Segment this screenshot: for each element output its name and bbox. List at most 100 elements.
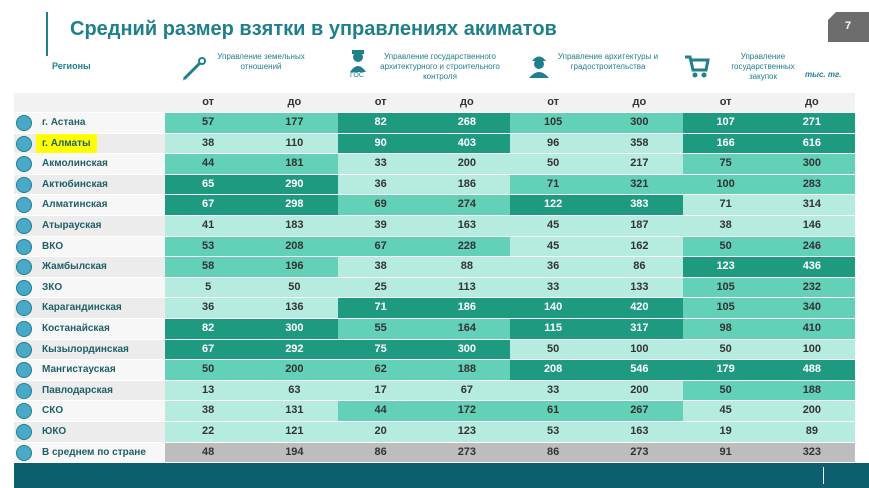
value-cell: 123 bbox=[423, 422, 510, 442]
value-cell: 58 bbox=[165, 257, 252, 277]
value-cell: 75 bbox=[337, 339, 424, 360]
value-cell: 86 bbox=[337, 442, 424, 463]
value-cell: 38 bbox=[337, 257, 424, 277]
region-name: ЮКО bbox=[42, 426, 67, 437]
emblem bbox=[16, 403, 32, 420]
value-cell: 268 bbox=[423, 113, 510, 133]
row-name-bg bbox=[14, 277, 165, 298]
value-cell: 100 bbox=[596, 339, 683, 360]
value-cell: 36 bbox=[165, 298, 252, 318]
value-cell: 166 bbox=[682, 133, 769, 154]
emblem bbox=[16, 176, 32, 193]
value-cell: 163 bbox=[596, 422, 683, 442]
value-cell: 38 bbox=[165, 133, 252, 154]
value-cell: 121 bbox=[251, 422, 338, 442]
value-cell: 340 bbox=[768, 298, 855, 318]
value-cell: 38 bbox=[682, 216, 769, 236]
value-cell: 146 bbox=[768, 216, 855, 236]
value-cell: 200 bbox=[596, 380, 683, 401]
value-cell: 187 bbox=[596, 216, 683, 236]
value-cell: 75 bbox=[682, 154, 769, 174]
value-cell: 44 bbox=[337, 401, 424, 421]
value-cell: 36 bbox=[510, 257, 597, 277]
title: Средний размер взятки в управлениях аким… bbox=[70, 18, 557, 40]
value-cell: 283 bbox=[768, 174, 855, 195]
emblem bbox=[16, 321, 32, 337]
value-cell: 45 bbox=[682, 401, 769, 421]
emblem bbox=[16, 238, 32, 255]
value-cell: 61 bbox=[510, 401, 597, 421]
value-cell: 208 bbox=[251, 236, 338, 257]
row-name-bg bbox=[14, 236, 165, 257]
value-cell: 22 bbox=[165, 422, 252, 442]
row-name-bg bbox=[14, 216, 165, 236]
value-cell: 183 bbox=[251, 216, 338, 236]
value-cell: 105 bbox=[682, 298, 769, 318]
value-cell: 100 bbox=[682, 174, 769, 195]
value-cell: 200 bbox=[423, 154, 510, 174]
value-cell: 62 bbox=[337, 360, 424, 380]
value-cell: 131 bbox=[251, 401, 338, 421]
region-name: Мангистауская bbox=[42, 364, 116, 376]
value-cell: 246 bbox=[768, 236, 855, 257]
emblem bbox=[16, 259, 32, 276]
value-cell: 292 bbox=[251, 339, 338, 360]
value-cell: 63 bbox=[251, 380, 338, 401]
officer-icon bbox=[350, 50, 366, 72]
group-label: Управление государственного архитектурно… bbox=[380, 52, 500, 81]
value-cell: 122 bbox=[510, 195, 597, 215]
value-cell: 67 bbox=[423, 380, 510, 401]
region-name: Атырауская bbox=[42, 220, 102, 231]
value-cell: 546 bbox=[596, 360, 683, 380]
header-row-bg bbox=[14, 93, 855, 112]
row-name-bg bbox=[14, 380, 165, 401]
value-cell: 200 bbox=[768, 401, 855, 421]
value-cell: 41 bbox=[165, 216, 252, 236]
value-cell: 162 bbox=[596, 236, 683, 257]
region-name: В среднем по стране bbox=[42, 446, 146, 458]
value-cell: 436 bbox=[768, 257, 855, 277]
row-name-bg bbox=[14, 401, 165, 421]
row-name-bg bbox=[14, 319, 165, 339]
value-cell: 71 bbox=[510, 174, 597, 195]
region-name: Жамбылская bbox=[42, 261, 107, 273]
value-cell: 45 bbox=[510, 216, 597, 236]
region-name: Актюбинская bbox=[42, 178, 108, 190]
value-cell: 317 bbox=[596, 319, 683, 339]
value-cell: 13 bbox=[165, 380, 252, 401]
value-cell: 50 bbox=[510, 339, 597, 360]
value-cell: 67 bbox=[165, 195, 252, 215]
value-cell: 100 bbox=[768, 339, 855, 360]
value-cell: 50 bbox=[682, 236, 769, 257]
row-name-bg bbox=[14, 174, 165, 195]
value-cell: 67 bbox=[165, 339, 252, 360]
emblem bbox=[16, 218, 32, 234]
row-name-bg bbox=[14, 339, 165, 360]
region-name: ЗКО bbox=[42, 281, 63, 293]
value-cell: 71 bbox=[682, 195, 769, 215]
value-cell: 186 bbox=[423, 298, 510, 318]
value-cell: 208 bbox=[510, 360, 597, 380]
value-cell: 410 bbox=[768, 319, 855, 339]
value-cell: 274 bbox=[423, 195, 510, 215]
value-cell: 105 bbox=[510, 113, 597, 133]
emblem bbox=[16, 197, 32, 214]
value-cell: 17 bbox=[337, 380, 424, 401]
value-cell: 163 bbox=[423, 216, 510, 236]
value-cell: 300 bbox=[423, 339, 510, 360]
value-cell: 300 bbox=[251, 319, 338, 339]
value-cell: 200 bbox=[251, 360, 338, 380]
value-cell: 403 bbox=[423, 133, 510, 154]
region-name: г. Алматы bbox=[36, 133, 97, 154]
emblem bbox=[16, 156, 32, 173]
value-cell: 616 bbox=[768, 133, 855, 154]
value-cell: 271 bbox=[768, 113, 855, 133]
shovel-icon bbox=[182, 57, 206, 81]
value-cell: 123 bbox=[682, 257, 769, 277]
group-label: Управление земельных отношений bbox=[217, 52, 305, 71]
value-cell: 136 bbox=[251, 298, 338, 318]
row-name-bg bbox=[14, 360, 165, 380]
value-cell: 25 bbox=[337, 277, 424, 298]
value-cell: 194 bbox=[251, 442, 338, 463]
value-cell: 33 bbox=[337, 154, 424, 174]
